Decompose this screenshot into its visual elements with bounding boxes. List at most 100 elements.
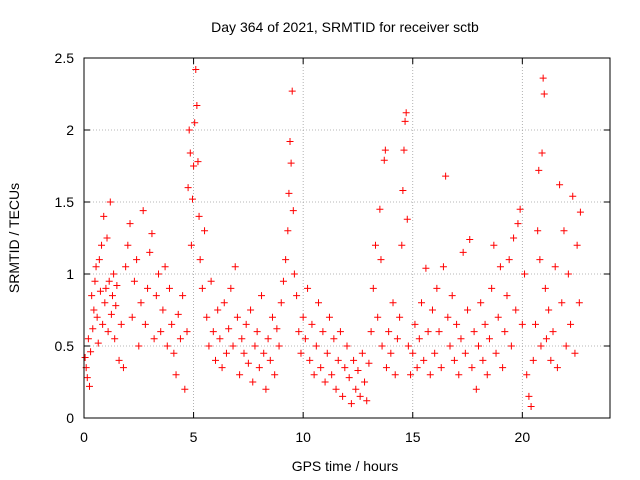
data-point: [339, 392, 347, 400]
data-point: [321, 378, 329, 386]
data-point: [290, 270, 298, 278]
data-point: [534, 227, 542, 235]
data-point: [468, 364, 476, 372]
data-point: [413, 364, 421, 372]
data-point: [172, 371, 180, 379]
data-point: [437, 364, 445, 372]
data-point: [126, 220, 134, 228]
data-point: [361, 378, 369, 386]
data-point: [352, 385, 360, 393]
data-point: [179, 292, 187, 300]
data-point: [312, 342, 320, 350]
data-point: [103, 234, 111, 242]
data-point: [198, 284, 206, 292]
data-point: [374, 313, 382, 321]
data-point: [214, 306, 222, 314]
data-point: [144, 284, 152, 292]
y-tick-label: 0.5: [55, 338, 75, 354]
data-point: [336, 328, 344, 336]
data-point: [380, 156, 388, 164]
y-tick-label: 1: [66, 266, 74, 282]
data-point: [244, 359, 252, 367]
y-tick-label: 2.5: [55, 50, 75, 66]
data-point: [205, 342, 213, 350]
data-point: [461, 349, 469, 357]
data-point: [227, 284, 235, 292]
data-point: [485, 335, 493, 343]
data-point: [191, 119, 199, 127]
data-point: [492, 349, 500, 357]
data-point: [575, 299, 583, 307]
data-point: [231, 263, 239, 271]
data-point: [377, 256, 385, 264]
data-point: [354, 366, 362, 374]
data-point: [222, 349, 230, 357]
data-point: [135, 342, 143, 350]
y-tick-label: 1.5: [55, 194, 75, 210]
data-points: [81, 66, 584, 410]
data-point: [385, 328, 393, 336]
data-point: [540, 90, 548, 98]
data-point: [422, 264, 430, 272]
data-point: [529, 356, 537, 364]
x-tick-label: 20: [515, 429, 531, 445]
data-point: [264, 335, 272, 343]
data-point: [358, 349, 366, 357]
data-point: [108, 292, 116, 300]
data-point: [535, 166, 543, 174]
data-point: [538, 149, 546, 157]
data-point: [503, 292, 511, 300]
data-point: [255, 364, 263, 372]
data-point: [299, 313, 307, 321]
data-point: [356, 392, 364, 400]
data-point: [91, 277, 99, 285]
data-point: [190, 162, 198, 170]
data-point: [81, 354, 89, 362]
data-point: [569, 192, 577, 200]
data-point: [567, 320, 575, 328]
y-axis-label: SRMTID / TECUs: [6, 183, 22, 293]
data-point: [284, 227, 292, 235]
data-point: [426, 371, 434, 379]
data-point: [295, 328, 303, 336]
data-point: [104, 328, 112, 336]
data-point: [306, 356, 314, 364]
data-point: [411, 320, 419, 328]
data-point: [163, 342, 171, 350]
data-point: [518, 320, 526, 328]
data-point: [207, 277, 215, 285]
data-point: [194, 158, 202, 166]
data-point: [537, 342, 545, 350]
data-point: [130, 277, 138, 285]
data-point: [87, 348, 95, 356]
data-point: [105, 277, 113, 285]
data-point: [459, 248, 467, 256]
data-point: [525, 392, 533, 400]
data-point: [83, 374, 91, 382]
data-point: [479, 356, 487, 364]
data-point: [112, 302, 120, 310]
data-point: [399, 186, 407, 194]
data-point: [317, 364, 325, 372]
data-point: [332, 385, 340, 393]
data-point: [260, 349, 268, 357]
data-point: [470, 328, 478, 336]
data-point: [444, 313, 452, 321]
data-point: [165, 284, 173, 292]
data-point: [94, 339, 102, 347]
data-point: [501, 328, 509, 336]
data-point: [488, 284, 496, 292]
data-point: [233, 313, 241, 321]
data-point: [141, 320, 149, 328]
data-point: [389, 299, 397, 307]
x-tick-label: 10: [295, 429, 311, 445]
data-point: [343, 342, 351, 350]
data-point: [378, 342, 386, 350]
data-point: [558, 299, 566, 307]
data-point: [371, 241, 379, 249]
data-point: [382, 364, 390, 372]
data-point: [542, 335, 550, 343]
data-point: [401, 117, 409, 125]
data-point: [433, 284, 441, 292]
